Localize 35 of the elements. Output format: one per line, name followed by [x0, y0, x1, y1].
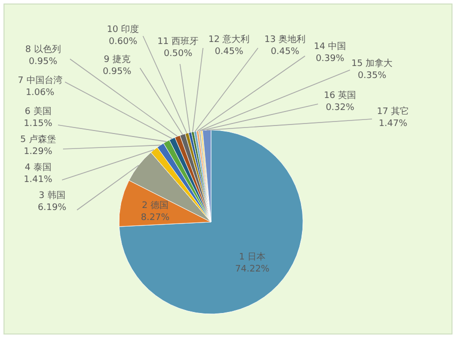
slice-label: 6 美国: [24, 106, 52, 117]
data-label: 6.19%: [38, 203, 67, 213]
slice-label: 11 西班牙: [157, 36, 199, 47]
data-label: 0.50%: [164, 49, 193, 59]
slice-label: 9 捷克: [104, 54, 130, 65]
data-label: 0.32%: [326, 103, 355, 113]
data-label: 0.95%: [102, 67, 132, 77]
slice-label: 8 以色列: [25, 44, 61, 55]
slice-label: 10 印度: [106, 24, 140, 35]
slice-label: 2 德国: [142, 200, 169, 212]
slice-label: 1 日本: [239, 251, 266, 262]
data-label: 1.06%: [26, 88, 55, 98]
data-label: 1.15%: [24, 119, 53, 129]
slice-label: 5 卢森堡: [20, 134, 56, 145]
data-label: 0.60%: [108, 37, 138, 47]
slice-label: 15 加拿大: [351, 58, 393, 69]
slice-label: 4 泰国: [24, 162, 52, 173]
data-label: 1.29%: [24, 147, 53, 157]
slice-label: 12 意大利: [208, 34, 250, 45]
data-label: 1.41%: [24, 175, 53, 185]
data-label: 0.45%: [214, 47, 244, 57]
data-label: 0.39%: [316, 54, 345, 64]
slice-label: 14 中国: [314, 41, 346, 52]
slice-label: 17 其它: [376, 106, 410, 117]
data-label: 74.22%: [235, 264, 270, 274]
data-label: 8.27%: [140, 213, 170, 224]
slice-label: 16 英国: [324, 90, 356, 101]
slice-label: 7 中国台湾: [18, 75, 62, 86]
data-label: 0.35%: [358, 71, 387, 81]
pie-slice: [118, 130, 304, 314]
slice-label: 13 奥地利: [264, 34, 306, 45]
data-label: 0.45%: [270, 47, 300, 57]
data-label: 0.95%: [28, 57, 58, 67]
data-label: 1.47%: [378, 119, 408, 129]
slice-label: 3 韩国: [38, 190, 66, 201]
